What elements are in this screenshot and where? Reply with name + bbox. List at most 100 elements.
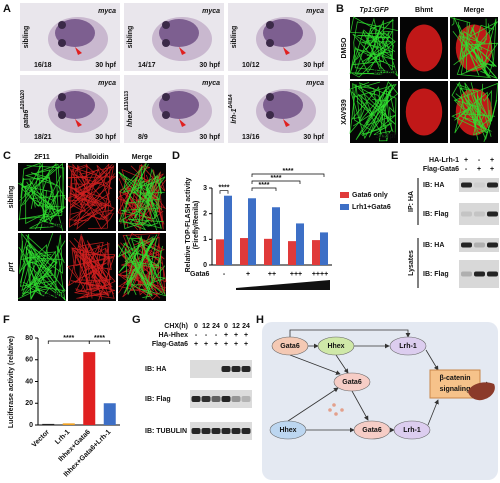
condition-value: +: [194, 341, 198, 348]
condition-sign: -: [465, 166, 468, 173]
condition-value: +: [204, 341, 208, 348]
arrowhead: [179, 119, 186, 127]
signal: [460, 91, 492, 137]
band: [241, 366, 251, 372]
signal: [80, 245, 97, 299]
signal: [355, 18, 399, 77]
signal: [73, 165, 115, 223]
signal: [69, 164, 113, 203]
band: [211, 396, 221, 402]
signal: [452, 24, 490, 78]
y-tick-label: 0: [29, 422, 33, 429]
stage: 30 hpf: [303, 134, 324, 141]
signal: [73, 173, 115, 226]
condition-sign: +: [490, 166, 494, 173]
signal: [34, 190, 60, 230]
condition-label: Flag-Gata6: [423, 166, 459, 173]
signal: [350, 16, 387, 48]
stage: 5.5 dpf: [41, 222, 64, 229]
y-tick-label: 2: [203, 211, 207, 218]
band: [474, 242, 485, 248]
panel-label: E: [391, 150, 398, 162]
eye: [266, 111, 274, 119]
node: [333, 372, 371, 392]
eye: [58, 39, 66, 47]
x-tick-label: ++: [268, 271, 276, 278]
condition-label: Flag-Gata6: [152, 341, 188, 348]
signal: [81, 255, 112, 279]
count: 18/21: [34, 134, 52, 141]
stage: 3.5 dpf: [373, 69, 396, 76]
signal: [458, 35, 498, 80]
condition-sign: +: [490, 157, 494, 164]
x-tick-label: Lrh-1: [54, 429, 71, 446]
eye: [266, 21, 274, 29]
bar: [272, 207, 280, 265]
arrowhead: [179, 47, 186, 55]
signal: [451, 81, 489, 135]
row-label: prt: [8, 262, 15, 273]
signal: [21, 251, 53, 292]
panel-label: H: [256, 314, 264, 326]
signal: [459, 95, 498, 141]
arrow: [287, 387, 339, 422]
condition-sign: +: [464, 157, 468, 164]
liver-icon: [468, 382, 495, 401]
x-tick-label: ++++: [312, 271, 328, 278]
signal: [67, 235, 114, 283]
stage: 3.5dpf: [375, 133, 396, 140]
gene-label: myca: [202, 80, 220, 87]
signal: [350, 30, 381, 78]
arrowhead: [283, 47, 290, 55]
protein-dot: [334, 412, 338, 416]
signal: [464, 82, 486, 141]
condition-value: 0: [224, 323, 228, 330]
band: [474, 182, 485, 188]
signal: [118, 163, 161, 204]
signal: [379, 84, 394, 123]
bar: [312, 240, 320, 265]
x-axis-label: Gata6: [190, 271, 210, 278]
band: [461, 211, 472, 217]
signal: [20, 162, 41, 210]
signal: [132, 238, 167, 297]
signal: [26, 179, 53, 223]
condition-value: +: [224, 332, 228, 339]
condition-value: -: [195, 332, 198, 339]
signal: [82, 253, 116, 301]
band: [201, 396, 211, 402]
band: [191, 428, 201, 434]
eye: [58, 21, 66, 29]
panel-label: A: [3, 3, 11, 15]
eye: [162, 93, 170, 101]
blot-label: IB: HA: [145, 366, 166, 373]
stage: 30 hpf: [303, 62, 324, 69]
band: [201, 428, 211, 434]
panel-label: G: [132, 314, 141, 326]
signal: [352, 83, 386, 132]
pathway-label: signaling: [440, 386, 471, 393]
signal: [24, 169, 67, 201]
row-label: gata6Δ20/Δ20: [20, 90, 30, 129]
significance-bracket: [251, 173, 325, 177]
genotype: hhex: [127, 110, 134, 127]
band: [487, 182, 498, 188]
signal: [18, 172, 55, 221]
signal: [72, 166, 110, 206]
allele: Δ4/Δ4: [228, 94, 234, 108]
y-axis-label: Relative TOP-FLASH activity: [185, 178, 192, 273]
bar: [224, 195, 232, 265]
band: [487, 211, 498, 217]
bar: [264, 238, 272, 265]
signal: [118, 166, 153, 227]
signal: [73, 238, 116, 299]
blot-label: IB: Flag: [145, 396, 171, 403]
signal: [70, 171, 113, 221]
signal: [356, 82, 397, 135]
signal: [145, 168, 162, 217]
blot: [190, 390, 252, 408]
blot: [190, 422, 252, 440]
signal: [365, 30, 394, 58]
band: [474, 271, 485, 277]
